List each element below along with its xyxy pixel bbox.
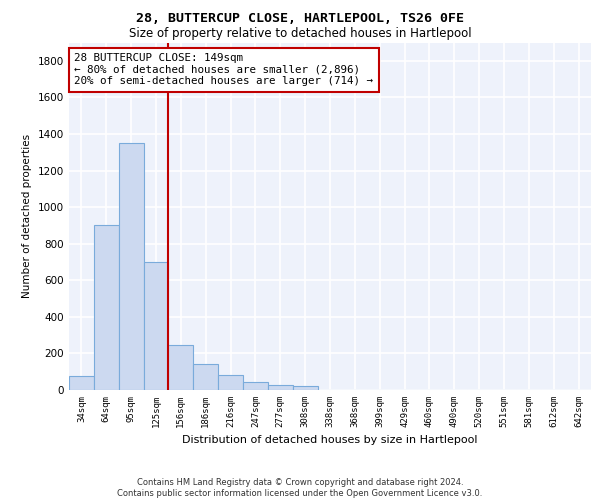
Bar: [293, 386, 317, 390]
Text: Size of property relative to detached houses in Hartlepool: Size of property relative to detached ho…: [128, 28, 472, 40]
Text: 28, BUTTERCUP CLOSE, HARTLEPOOL, TS26 0FE: 28, BUTTERCUP CLOSE, HARTLEPOOL, TS26 0F…: [136, 12, 464, 26]
X-axis label: Distribution of detached houses by size in Hartlepool: Distribution of detached houses by size …: [182, 436, 478, 446]
Bar: [143, 262, 169, 390]
Bar: [243, 382, 268, 390]
Bar: [69, 376, 94, 390]
Bar: [119, 143, 143, 390]
Bar: [268, 384, 293, 390]
Text: 28 BUTTERCUP CLOSE: 149sqm
← 80% of detached houses are smaller (2,896)
20% of s: 28 BUTTERCUP CLOSE: 149sqm ← 80% of deta…: [74, 53, 373, 86]
Text: Contains HM Land Registry data © Crown copyright and database right 2024.
Contai: Contains HM Land Registry data © Crown c…: [118, 478, 482, 498]
Y-axis label: Number of detached properties: Number of detached properties: [22, 134, 32, 298]
Bar: [94, 226, 119, 390]
Bar: [193, 364, 218, 390]
Bar: [169, 345, 193, 390]
Bar: [218, 376, 243, 390]
